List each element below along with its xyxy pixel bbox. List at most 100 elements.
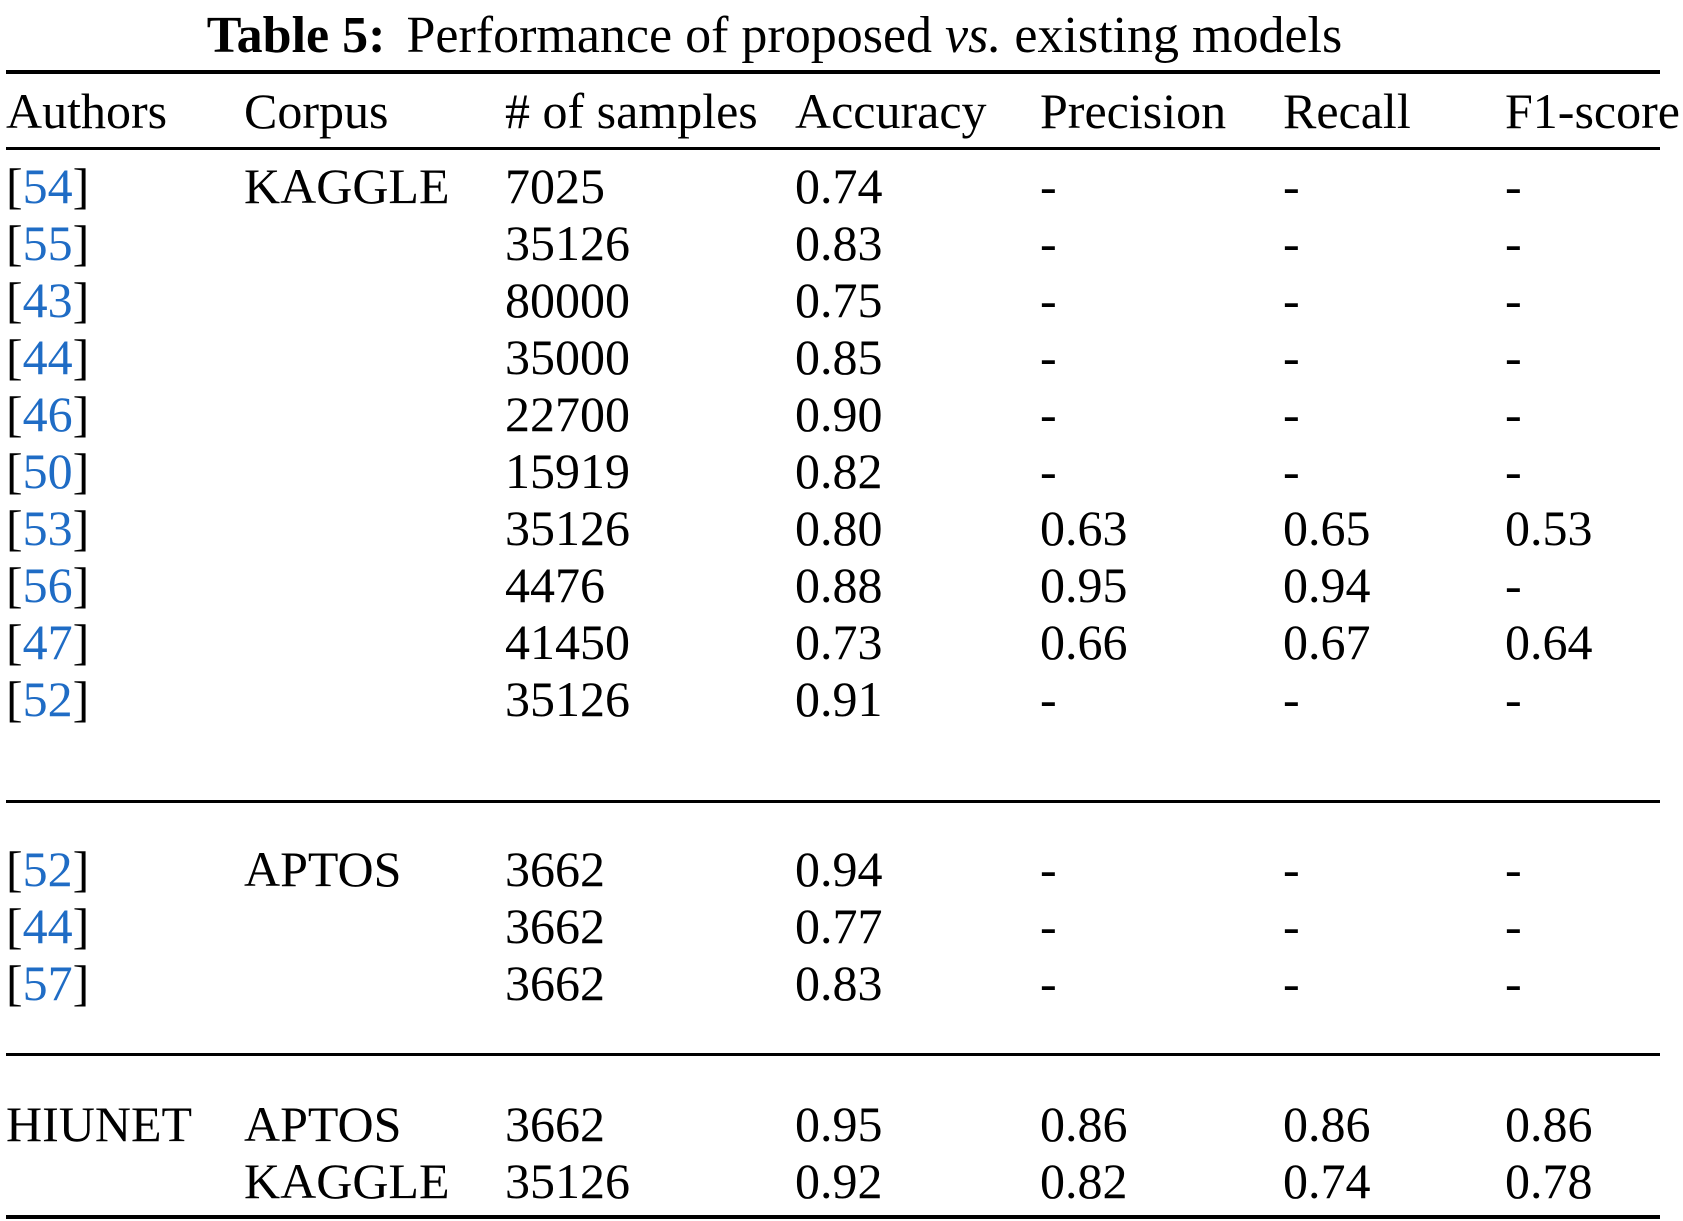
citation-link[interactable]: [53] bbox=[6, 499, 89, 557]
bracket-open: [ bbox=[6, 556, 23, 613]
table-row: HIUNET APTOS 3662 0.95 0.86 0.86 0.86 bbox=[6, 1095, 1660, 1152]
citation-link[interactable]: [44] bbox=[6, 328, 89, 386]
author-cell: [56] bbox=[6, 556, 244, 614]
table-row: [56] 4476 0.88 0.95 0.94 - bbox=[6, 556, 1660, 613]
accuracy-cell: 0.74 bbox=[795, 157, 883, 214]
precision-cell: 0.82 bbox=[1040, 1152, 1128, 1209]
table-row: [44] 35000 0.85 - - - bbox=[6, 328, 1660, 385]
table-row: [57] 3662 0.83 - - - bbox=[6, 954, 1660, 1011]
citation-link[interactable]: [57] bbox=[6, 954, 89, 1012]
bracket-open: [ bbox=[6, 954, 23, 1011]
col-header-authors: Authors bbox=[6, 82, 168, 139]
accuracy-cell: 0.80 bbox=[795, 499, 883, 556]
citation-link[interactable]: [43] bbox=[6, 271, 89, 329]
bracket-close: ] bbox=[72, 328, 90, 385]
citation-number: 52 bbox=[22, 670, 73, 727]
table-midrule-1 bbox=[6, 800, 1660, 803]
col-header-recall: Recall bbox=[1283, 82, 1411, 139]
caption-text-before-vs: Performance of proposed bbox=[406, 6, 933, 64]
f1-cell: - bbox=[1505, 385, 1522, 442]
col-header-precision: Precision bbox=[1040, 82, 1227, 139]
recall-cell: 0.74 bbox=[1283, 1152, 1371, 1209]
f1-cell: - bbox=[1505, 328, 1522, 385]
f1-cell: - bbox=[1505, 442, 1522, 499]
citation-link[interactable]: [47] bbox=[6, 613, 89, 671]
f1-cell: - bbox=[1505, 670, 1522, 727]
recall-cell: - bbox=[1283, 385, 1300, 442]
author-cell: [50] bbox=[6, 442, 244, 500]
table-row: [46] 22700 0.90 - - - bbox=[6, 385, 1660, 442]
recall-cell: - bbox=[1283, 214, 1300, 271]
table-row: [53] 35126 0.80 0.63 0.65 0.53 bbox=[6, 499, 1660, 556]
precision-cell: - bbox=[1040, 328, 1057, 385]
citation-link[interactable]: [52] bbox=[6, 840, 89, 898]
author-cell: [53] bbox=[6, 499, 244, 557]
recall-cell: - bbox=[1283, 328, 1300, 385]
f1-cell: - bbox=[1505, 157, 1522, 214]
citation-link[interactable]: [52] bbox=[6, 670, 89, 728]
table-row: [52] 35126 0.91 - - - bbox=[6, 670, 1660, 727]
table-header-rule bbox=[6, 147, 1660, 150]
bracket-open: [ bbox=[6, 670, 23, 727]
table-row: [52] APTOS 3662 0.94 - - - bbox=[6, 840, 1660, 897]
col-header-accuracy: Accuracy bbox=[795, 82, 987, 139]
accuracy-cell: 0.73 bbox=[795, 613, 883, 670]
samples-cell: 35000 bbox=[505, 328, 630, 385]
corpus-cell: KAGGLE bbox=[244, 157, 450, 214]
f1-cell: - bbox=[1505, 214, 1522, 271]
citation-number: 44 bbox=[22, 328, 73, 385]
recall-cell: 0.65 bbox=[1283, 499, 1371, 556]
f1-cell: 0.53 bbox=[1505, 499, 1593, 556]
citation-link[interactable]: [56] bbox=[6, 556, 89, 614]
bracket-close: ] bbox=[72, 385, 90, 442]
corpus-cell: APTOS bbox=[244, 840, 402, 897]
caption-text-after-vs: existing models bbox=[1014, 6, 1343, 64]
f1-cell: 0.86 bbox=[1505, 1095, 1593, 1152]
accuracy-cell: 0.90 bbox=[795, 385, 883, 442]
samples-cell: 15919 bbox=[505, 442, 630, 499]
precision-cell: - bbox=[1040, 442, 1057, 499]
citation-link[interactable]: [44] bbox=[6, 897, 89, 955]
col-header-samples: # of samples bbox=[505, 82, 758, 139]
citation-number: 50 bbox=[22, 442, 73, 499]
samples-cell: 35126 bbox=[505, 499, 630, 556]
f1-cell: 0.78 bbox=[1505, 1152, 1593, 1209]
accuracy-cell: 0.83 bbox=[795, 214, 883, 271]
caption-vs: vs. bbox=[945, 6, 1002, 64]
precision-cell: 0.63 bbox=[1040, 499, 1128, 556]
table-toprule bbox=[6, 70, 1660, 74]
author-cell: [54] bbox=[6, 157, 244, 215]
hiunet-group: HIUNET APTOS 3662 0.95 0.86 0.86 0.86 KA… bbox=[6, 1056, 1660, 1215]
corpus-cell: KAGGLE bbox=[244, 1152, 450, 1209]
bracket-close: ] bbox=[72, 613, 90, 670]
bracket-close: ] bbox=[72, 954, 90, 1011]
f1-cell: - bbox=[1505, 954, 1522, 1011]
accuracy-cell: 0.85 bbox=[795, 328, 883, 385]
accuracy-cell: 0.92 bbox=[795, 1152, 883, 1209]
citation-link[interactable]: [50] bbox=[6, 442, 89, 500]
samples-cell: 4476 bbox=[505, 556, 605, 613]
citation-link[interactable]: [46] bbox=[6, 385, 89, 443]
f1-cell: 0.64 bbox=[1505, 613, 1593, 670]
col-header-f1: F1-score bbox=[1505, 82, 1680, 139]
recall-cell: 0.67 bbox=[1283, 613, 1371, 670]
citation-number: 56 bbox=[22, 556, 73, 613]
bracket-open: [ bbox=[6, 499, 23, 556]
bracket-open: [ bbox=[6, 214, 23, 271]
author-cell: [57] bbox=[6, 954, 244, 1012]
author-cell: [52] bbox=[6, 840, 244, 898]
recall-cell: - bbox=[1283, 157, 1300, 214]
f1-cell: - bbox=[1505, 556, 1522, 613]
citation-link[interactable]: [55] bbox=[6, 214, 89, 272]
recall-cell: - bbox=[1283, 897, 1300, 954]
f1-cell: - bbox=[1505, 897, 1522, 954]
author-cell: [47] bbox=[6, 613, 244, 671]
table-row: [43] 80000 0.75 - - - bbox=[6, 271, 1660, 328]
recall-cell: - bbox=[1283, 442, 1300, 499]
citation-number: 43 bbox=[22, 271, 73, 328]
citation-link[interactable]: [54] bbox=[6, 157, 89, 215]
bracket-close: ] bbox=[72, 214, 90, 271]
bracket-open: [ bbox=[6, 613, 23, 670]
bracket-close: ] bbox=[72, 556, 90, 613]
precision-cell: - bbox=[1040, 214, 1057, 271]
